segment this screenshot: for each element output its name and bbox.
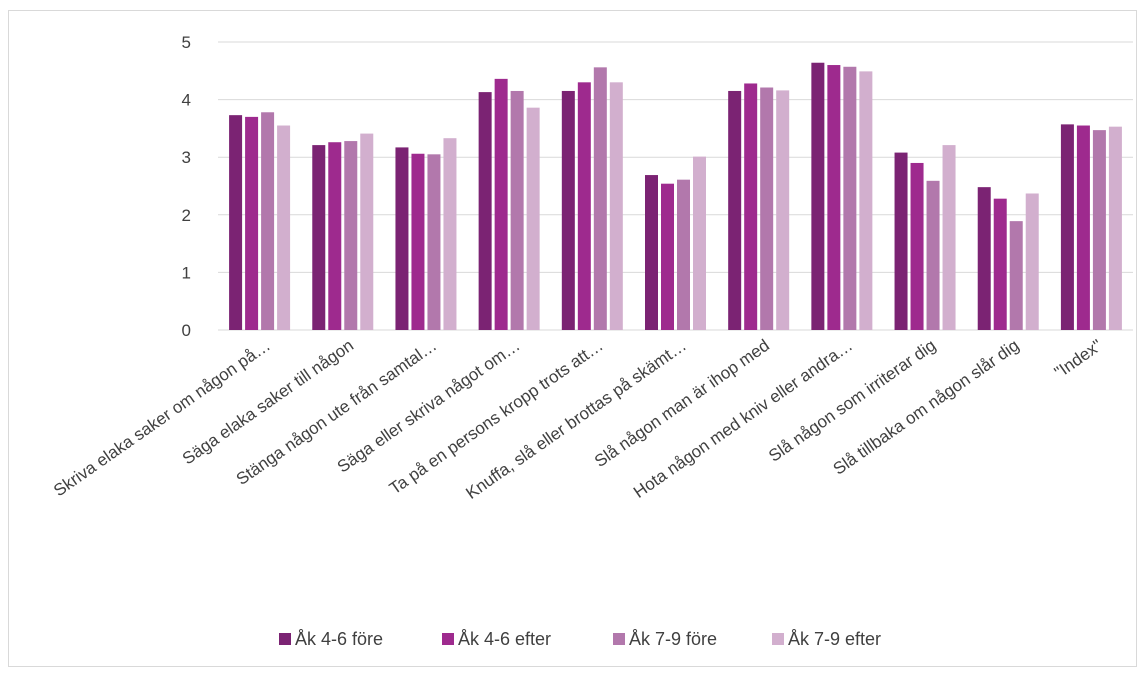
- legend-label-2: Åk 4-6 efter: [458, 629, 551, 649]
- bar-11-series-2: [1076, 125, 1090, 331]
- bar-6-series-3: [677, 179, 690, 330]
- bar-2-series-2: [328, 142, 342, 330]
- bar-9-series-1: [894, 152, 908, 330]
- legend-label-1: Åk 4-6 före: [295, 629, 383, 649]
- bar-8-series-4: [859, 71, 873, 330]
- legend-swatch-2: [442, 633, 454, 645]
- bar-3-series-3: [427, 154, 441, 330]
- bar-10-series-4: [1025, 193, 1039, 330]
- y-tick-label: 4: [182, 91, 191, 110]
- category-label: "Index": [1051, 336, 1106, 382]
- bar-3-series-2: [411, 153, 425, 330]
- legend-swatch-1: [279, 633, 291, 645]
- bar-7-series-1: [728, 90, 742, 331]
- bar-5-series-2: [577, 82, 591, 330]
- bar-10-series-1: [977, 187, 991, 330]
- bar-4-series-4: [526, 107, 540, 330]
- bar-2-series-3: [344, 141, 358, 330]
- y-tick-label: 2: [182, 206, 191, 225]
- bar-3-series-4: [443, 138, 457, 330]
- bar-1-series-1: [229, 115, 243, 330]
- y-tick-label: 3: [182, 148, 191, 167]
- bar-9-series-2: [910, 162, 924, 330]
- bar-9-series-4: [942, 145, 956, 330]
- bar-8-series-1: [811, 62, 825, 331]
- bar-6-series-4: [693, 156, 706, 330]
- legend-swatch-4: [772, 633, 784, 645]
- legend-label-3: Åk 7-9 före: [629, 629, 717, 649]
- bar-11-series-3: [1092, 130, 1106, 330]
- bar-7-series-2: [744, 83, 758, 330]
- x-axis-categories: Skriva elaka saker om någon på…Säga elak…: [50, 336, 1106, 503]
- bar-4-series-2: [494, 78, 508, 330]
- legend: Åk 4-6 före Åk 4-6 efter Åk 7-9 före Åk 7-9…: [279, 629, 881, 649]
- bar-10-series-2: [993, 198, 1007, 330]
- y-axis-ticks: 0 1 2 3 4 5: [182, 33, 191, 340]
- bar-6-series-1: [645, 175, 658, 330]
- bar-6-series-2: [661, 183, 674, 330]
- bar-7-series-4: [776, 90, 790, 330]
- bar-2-series-1: [312, 145, 326, 330]
- bar-1-series-3: [261, 112, 275, 330]
- y-tick-label: 5: [182, 33, 191, 52]
- bar-11-series-1: [1060, 124, 1074, 330]
- bar-10-series-3: [1009, 221, 1023, 330]
- bar-9-series-3: [926, 180, 940, 330]
- bar-4-series-3: [510, 90, 524, 331]
- bar-5-series-4: [609, 82, 623, 330]
- bar-11-series-4: [1108, 126, 1122, 330]
- bar-2-series-4: [360, 133, 374, 330]
- bars: [229, 62, 1122, 331]
- bar-1-series-4: [277, 125, 291, 331]
- y-tick-label: 0: [182, 321, 191, 340]
- bar-8-series-2: [827, 65, 841, 330]
- bar-1-series-2: [245, 116, 259, 330]
- bar-8-series-3: [843, 66, 857, 330]
- bar-3-series-1: [395, 147, 409, 330]
- bar-5-series-3: [593, 67, 607, 331]
- legend-label-4: Åk 7-9 efter: [788, 629, 881, 649]
- legend-swatch-3: [613, 633, 625, 645]
- bar-5-series-1: [561, 90, 575, 331]
- bar-7-series-3: [760, 87, 774, 330]
- bar-4-series-1: [478, 92, 492, 330]
- y-tick-label: 1: [182, 263, 191, 282]
